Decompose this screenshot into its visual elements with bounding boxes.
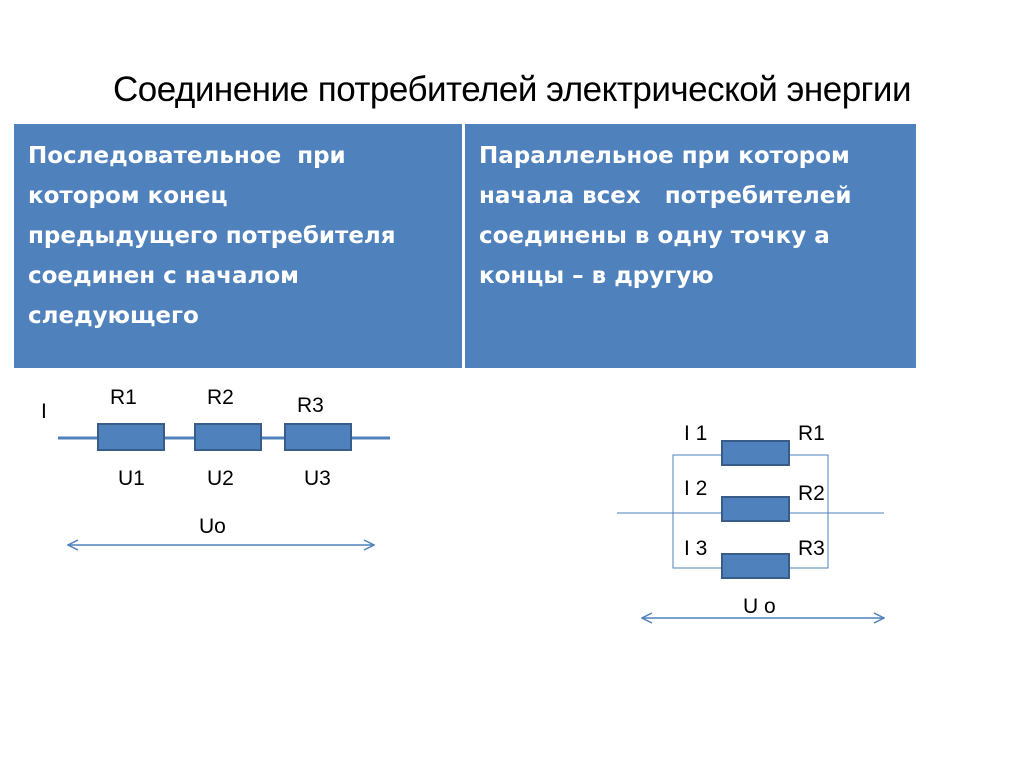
series-definition-line: котором конец <box>28 183 228 209</box>
series-current-label: I <box>41 400 47 423</box>
parallel-r1-label: R1 <box>798 422 825 445</box>
series-u2-label: U2 <box>207 467 234 490</box>
series-r3-label: R3 <box>297 394 324 417</box>
parallel-definition-line: концы – в другую <box>479 263 714 289</box>
parallel-i1-label: I 1 <box>684 422 707 445</box>
parallel-resistor-r3-icon <box>721 553 790 579</box>
series-circuit: I R1 R2 R3 U1 U2 U3 Uo <box>41 386 390 545</box>
series-definition-line: следующего <box>28 303 199 329</box>
definition-table: Последовательное при котором конец преды… <box>14 124 916 368</box>
series-u3-label: U3 <box>304 467 331 490</box>
series-definition-line: предыдущего потребителя <box>28 223 396 249</box>
parallel-definition-line: соединены в одну точку а <box>479 223 830 249</box>
series-definition-line: соединен с началом <box>28 263 299 289</box>
series-definition-line: Последовательное при <box>28 143 346 169</box>
parallel-resistor-r1-icon <box>721 440 790 466</box>
resistor-r3-icon <box>284 423 352 451</box>
parallel-total-voltage-label: U o <box>743 595 776 618</box>
parallel-resistor-r2-icon <box>721 496 790 522</box>
parallel-right-bus <box>789 454 829 569</box>
resistor-r2-icon <box>194 423 262 451</box>
series-u1-label: U1 <box>118 467 145 490</box>
series-definition-cell: Последовательное при котором конец преды… <box>14 124 464 368</box>
parallel-definition-cell: Параллельное при котором начала всех пот… <box>464 124 916 368</box>
parallel-circuit: I 1 I 2 I 3 R1 R2 R3 U o <box>617 422 884 618</box>
series-r2-label: R2 <box>207 386 234 409</box>
slide-title: Соединение потребителей электрической эн… <box>112 70 912 109</box>
parallel-definition-line: начала всех потребителей <box>479 183 852 209</box>
parallel-definition-line: Параллельное при котором <box>479 143 850 169</box>
series-r1-label: R1 <box>110 386 137 409</box>
resistor-r1-icon <box>97 423 165 451</box>
series-total-voltage-label: Uo <box>199 515 226 538</box>
parallel-r3-label: R3 <box>798 537 825 560</box>
parallel-r2-label: R2 <box>798 482 825 505</box>
parallel-i3-label: I 3 <box>684 537 707 560</box>
parallel-i2-label: I 2 <box>684 477 707 500</box>
parallel-left-bus <box>672 454 722 569</box>
